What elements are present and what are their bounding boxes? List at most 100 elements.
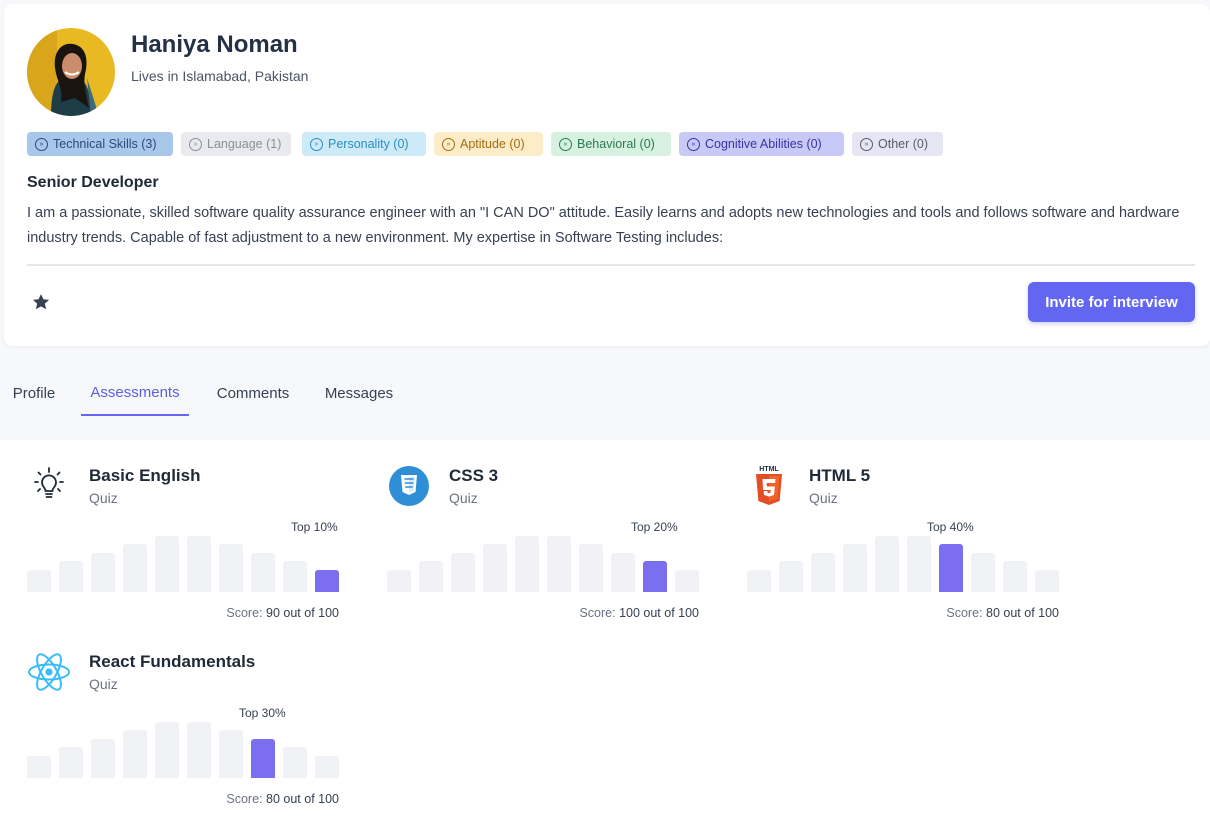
chevrons-right-icon: »: [35, 137, 48, 151]
svg-text:HTML: HTML: [759, 466, 779, 473]
score-bar-highlighted: [643, 561, 667, 592]
skill-badge-label: Behavioral (0): [577, 137, 655, 151]
star-icon[interactable]: [31, 292, 51, 312]
score-bar: [451, 553, 475, 592]
skill-badge[interactable]: » Behavioral (0): [551, 132, 671, 156]
candidate-name: Haniya Noman: [131, 31, 298, 58]
skill-badge[interactable]: » Cognitive Abilities (0): [679, 132, 844, 156]
assessment-type: Quiz: [449, 490, 478, 506]
lightbulb-icon: [27, 464, 71, 508]
tab-profile[interactable]: Profile: [12, 384, 56, 402]
assessment-score: Score: 90 out of 100: [226, 606, 339, 620]
score-bar: [547, 536, 571, 592]
score-bar: [187, 536, 211, 592]
skill-badge[interactable]: » Technical Skills (3): [27, 132, 173, 156]
score-bar-highlighted: [315, 570, 339, 592]
score-bar: [1003, 561, 1027, 592]
score-bar: [675, 570, 699, 592]
chevrons-right-icon: »: [860, 137, 873, 151]
score-bar: [91, 739, 115, 778]
invite-button[interactable]: Invite for interview: [1028, 282, 1195, 322]
job-title: Senior Developer: [27, 174, 159, 191]
score-bar: [59, 747, 83, 778]
skill-badge[interactable]: » Language (1): [181, 132, 291, 156]
assessments-panel: Basic English Quiz Top 10% Score: 90 out…: [0, 440, 1210, 832]
skill-badge-label: Aptitude (0): [460, 137, 525, 151]
assessment-card[interactable]: Basic English Quiz Top 10% Score: 90 out…: [27, 464, 347, 644]
score-bar: [251, 553, 275, 592]
score-distribution: [27, 718, 347, 778]
skill-badge-label: Cognitive Abilities (0): [705, 137, 822, 151]
score-distribution: [747, 532, 1067, 592]
score-bar: [747, 570, 771, 592]
score-bar: [283, 561, 307, 592]
assessment-type: Quiz: [809, 490, 838, 506]
assessment-title: CSS 3: [449, 466, 499, 485]
assessment-card[interactable]: HTML HTML 5 Quiz Top 40% Score: 80 out o…: [747, 464, 1067, 644]
score-bar: [59, 561, 83, 592]
score-bar: [155, 536, 179, 592]
candidate-card: Haniya Noman Lives in Islamabad, Pakista…: [4, 4, 1210, 346]
score-bar: [907, 536, 931, 592]
assessment-score: Score: 80 out of 100: [226, 792, 339, 806]
assessment-card[interactable]: CSS 3 Quiz Top 20% Score: 100 out of 100: [387, 464, 707, 644]
score-bar: [579, 544, 603, 592]
bio-text: I am a passionate, skilled software qual…: [27, 205, 1180, 246]
candidate-location: Lives in Islamabad, Pakistan: [131, 68, 309, 84]
score-bar: [419, 561, 443, 592]
score-bar: [611, 553, 635, 592]
skill-badge-label: Technical Skills (3): [53, 137, 157, 151]
chevrons-right-icon: »: [687, 137, 700, 151]
html5-icon: HTML: [747, 464, 791, 508]
chevrons-right-icon: »: [442, 137, 455, 151]
score-bar: [779, 561, 803, 592]
chevrons-right-icon: »: [559, 137, 572, 151]
score-bar: [875, 536, 899, 592]
skill-badge-label: Language (1): [207, 137, 282, 151]
skill-badge[interactable]: » Personality (0): [302, 132, 426, 156]
score-bar: [811, 553, 835, 592]
tab-comments[interactable]: Comments: [216, 384, 290, 402]
score-bar: [515, 536, 539, 592]
tab-messages[interactable]: Messages: [324, 384, 394, 402]
score-bar: [155, 722, 179, 778]
skill-badge-label: Other (0): [878, 137, 929, 151]
chevrons-right-icon: »: [310, 137, 323, 151]
assessment-card[interactable]: React Fundamentals Quiz Top 30% Score: 8…: [27, 650, 347, 830]
assessment-percentile: Top 20%: [631, 520, 678, 534]
assessment-percentile: Top 40%: [927, 520, 974, 534]
score-bar: [187, 722, 211, 778]
assessment-percentile: Top 30%: [239, 706, 286, 720]
chevrons-right-icon: »: [189, 137, 202, 151]
score-distribution: [27, 532, 347, 592]
css3-icon: [387, 464, 431, 508]
score-bar: [387, 570, 411, 592]
score-bar: [219, 730, 243, 778]
score-bar: [91, 553, 115, 592]
score-bar: [123, 544, 147, 592]
assessment-score: Score: 80 out of 100: [946, 606, 1059, 620]
react-icon: [27, 650, 71, 694]
avatar: [27, 28, 115, 116]
score-bar-highlighted: [251, 739, 275, 778]
assessment-type: Quiz: [89, 490, 118, 506]
score-bar: [27, 756, 51, 778]
score-bar: [315, 756, 339, 778]
score-bar: [843, 544, 867, 592]
skill-badge[interactable]: » Aptitude (0): [434, 132, 543, 156]
score-bar: [1035, 570, 1059, 592]
assessment-percentile: Top 10%: [291, 520, 338, 534]
score-bar: [219, 544, 243, 592]
score-distribution: [387, 532, 707, 592]
assessment-title: Basic English: [89, 466, 201, 485]
skill-badge[interactable]: » Other (0): [852, 132, 943, 156]
assessment-type: Quiz: [89, 676, 118, 692]
skill-badge-label: Personality (0): [328, 137, 409, 151]
tab-assessments[interactable]: Assessments: [81, 370, 189, 416]
score-bar: [483, 544, 507, 592]
score-bar: [123, 730, 147, 778]
score-bar: [971, 553, 995, 592]
assessment-score: Score: 100 out of 100: [579, 606, 699, 620]
assessment-title: React Fundamentals: [89, 652, 256, 671]
assessment-title: HTML 5: [809, 466, 871, 485]
